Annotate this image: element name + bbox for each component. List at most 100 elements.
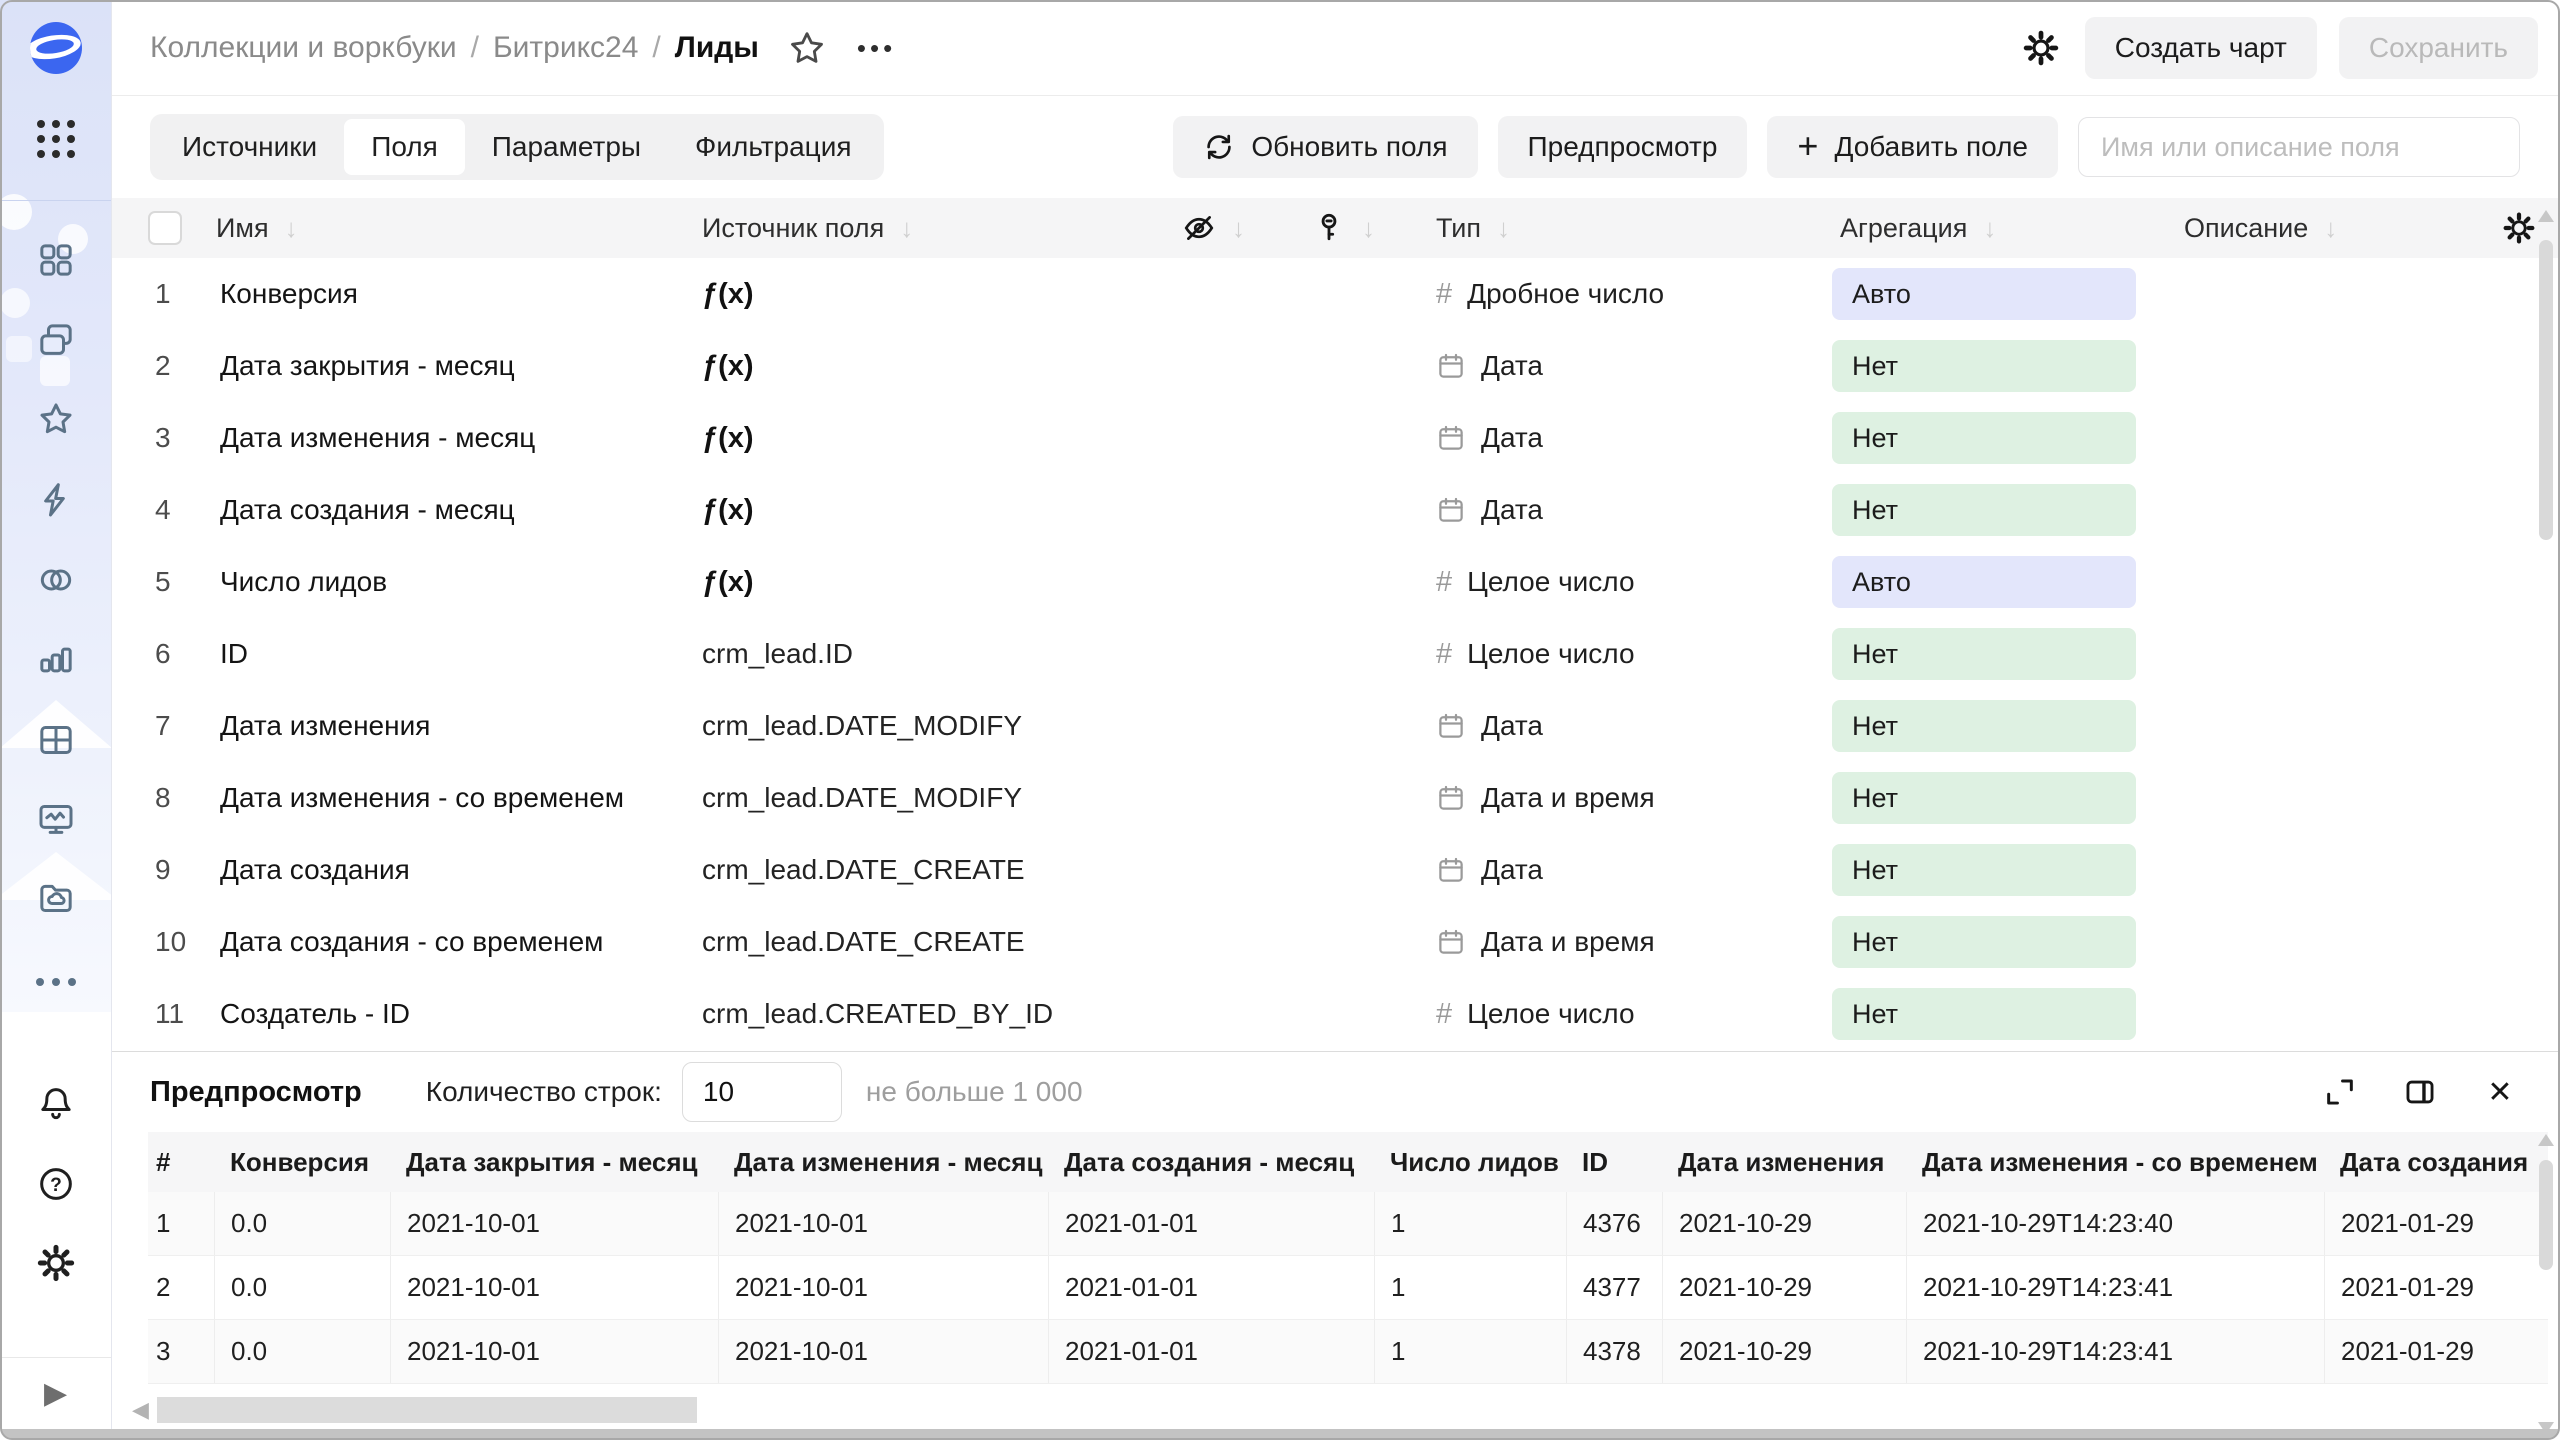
sidebar-item-connections-icon[interactable] [36, 480, 76, 520]
create-chart-button[interactable]: Создать чарт [2084, 16, 2317, 79]
column-header-description[interactable]: Описание [2184, 212, 2309, 243]
field-row[interactable]: 4 Дата создания - месяц ƒ(x) Дата Нет [112, 474, 2560, 546]
aggregation-select[interactable]: Нет [1832, 844, 2136, 896]
scrollbar-thumb[interactable] [2539, 240, 2553, 540]
hidden-eye-off-icon[interactable] [1182, 211, 1216, 245]
tab-Фильтрация[interactable]: Фильтрация [695, 131, 852, 162]
sort-arrow-icon[interactable]: ↓ [2324, 212, 2338, 243]
scrollbar-thumb[interactable] [156, 1397, 697, 1423]
breadcrumb-item[interactable]: Лиды [674, 30, 759, 64]
field-row[interactable]: 2 Дата закрытия - месяц ƒ(x) Дата Нет [112, 330, 2560, 402]
sort-arrow-icon[interactable]: ↓ [1362, 212, 1375, 243]
sort-arrow-icon[interactable]: ↓ [1232, 212, 1245, 243]
field-name[interactable]: Дата изменения - месяц [220, 422, 536, 453]
sort-arrow-icon[interactable]: ↓ [1983, 212, 1997, 243]
scroll-up-icon[interactable] [2538, 210, 2554, 222]
tab-Параметры[interactable]: Параметры [491, 131, 642, 162]
close-preview-icon[interactable]: ✕ [2487, 1075, 2513, 1109]
field-row[interactable]: 3 Дата изменения - месяц ƒ(x) Дата Нет [112, 402, 2560, 474]
split-view-icon[interactable] [2398, 1070, 2442, 1114]
scroll-up-icon[interactable] [2538, 1134, 2554, 1146]
help-icon[interactable]: ? [36, 1164, 76, 1204]
aggregation-select[interactable]: Авто [1832, 268, 2136, 320]
add-field-button[interactable]: + Добавить поле [1767, 116, 2058, 178]
aggregation-select[interactable]: Нет [1832, 772, 2136, 824]
field-name[interactable]: Конверсия [220, 278, 358, 309]
column-header-type[interactable]: Тип [1436, 212, 1482, 243]
field-name[interactable]: Дата создания - месяц [220, 494, 515, 525]
select-all-checkbox[interactable] [148, 211, 182, 245]
field-search-input[interactable] [2078, 117, 2520, 177]
aggregation-select[interactable]: Нет [1832, 340, 2136, 392]
apps-grid-icon[interactable] [37, 120, 75, 158]
preview-table: # Конверсия Дата закрытия - месяц Дата изме… [148, 1132, 2548, 1384]
field-row[interactable]: 7 Дата изменения crm_lead.DATE_MODIFY Да… [112, 690, 2560, 762]
sidebar-item-more-icon[interactable] [36, 962, 76, 1002]
table-settings-gear-icon[interactable] [2502, 211, 2536, 245]
field-name[interactable]: Дата создания - со временем [220, 926, 604, 957]
aggregation-select[interactable]: Авто [1832, 556, 2136, 608]
field-row[interactable]: 10 Дата создания - со временем crm_lead.… [112, 906, 2560, 978]
datalens-logo[interactable] [28, 20, 84, 76]
column-header-aggregation[interactable]: Агрегация [1840, 212, 1968, 243]
tab-Источники[interactable]: Источники [182, 131, 318, 162]
preview-button[interactable]: Предпросмотр [1497, 116, 1748, 178]
field-name[interactable]: Число лидов [220, 566, 388, 597]
expand-preview-icon[interactable] [2318, 1070, 2362, 1114]
dataset-settings-gear-icon[interactable] [2019, 26, 2063, 70]
fields-scrollbar[interactable] [2538, 210, 2554, 1040]
preview-scrollbar[interactable] [2538, 1134, 2554, 1434]
field-row[interactable]: 11 Создатель - ID crm_lead.CREATED_BY_ID… [112, 978, 2560, 1050]
preview-cell: 0.0 [214, 1320, 390, 1383]
sidebar-item-datasets-icon[interactable] [36, 560, 76, 600]
notifications-bell-icon[interactable] [36, 1083, 76, 1123]
field-name[interactable]: Дата создания [220, 854, 410, 885]
field-name[interactable]: Дата изменения [220, 710, 431, 741]
row-count-input[interactable] [681, 1062, 842, 1122]
field-name[interactable]: ID [220, 638, 248, 669]
save-button[interactable]: Сохранить [2338, 16, 2538, 79]
field-name[interactable]: Создатель - ID [220, 998, 410, 1029]
field-row[interactable]: 5 Число лидов ƒ(x) # Целое число Авто [112, 546, 2560, 618]
field-row[interactable]: 1 Конверсия ƒ(x) # Дробное число Авто [112, 258, 2560, 330]
sidebar: ? ▶ [0, 0, 112, 1440]
row-number: 1 [155, 278, 171, 309]
fields-rows: 1 Конверсия ƒ(x) # Дробное число Авто 2 … [112, 258, 2560, 1051]
favorite-star-icon[interactable] [787, 28, 827, 68]
scroll-left-icon[interactable]: ◀ [132, 1397, 149, 1422]
sort-arrow-icon[interactable]: ↓ [900, 212, 914, 243]
field-name[interactable]: Дата изменения - со временем [220, 782, 625, 813]
key-icon[interactable] [1312, 211, 1346, 245]
scrollbar-thumb[interactable] [2539, 1160, 2553, 1270]
field-row[interactable]: 8 Дата изменения - со временем crm_lead.… [112, 762, 2560, 834]
settings-gear-icon[interactable] [36, 1243, 76, 1283]
sidebar-item-storage-icon[interactable] [36, 878, 76, 918]
aggregation-select[interactable]: Нет [1832, 700, 2136, 752]
sidebar-item-collections-icon[interactable] [36, 320, 76, 360]
aggregation-select[interactable]: Нет [1832, 916, 2136, 968]
sort-arrow-icon[interactable]: ↓ [1497, 212, 1511, 243]
breadcrumb-item[interactable]: Битрикс24 [492, 30, 639, 64]
aggregation-select[interactable]: Нет [1832, 412, 2136, 464]
aggregation-select[interactable]: Нет [1832, 628, 2136, 680]
sidebar-item-monitoring-icon[interactable] [36, 799, 76, 839]
sidebar-expand-button[interactable]: ▶ [0, 1357, 111, 1429]
tab-Поля[interactable]: Поля [344, 119, 465, 175]
sort-arrow-icon[interactable]: ↓ [284, 212, 298, 243]
field-name[interactable]: Дата закрытия - месяц [220, 350, 515, 381]
sidebar-item-widgets-icon[interactable] [36, 240, 76, 280]
field-row[interactable]: 6 ID crm_lead.ID # Целое число Нет [112, 618, 2560, 690]
sidebar-item-favorites-icon[interactable] [36, 399, 76, 439]
aggregation-select[interactable]: Нет [1832, 484, 2136, 536]
aggregation-select[interactable]: Нет [1832, 988, 2136, 1040]
preview-horizontal-scrollbar[interactable]: ◀ [132, 1396, 697, 1424]
column-header-source[interactable]: Источник поля [702, 212, 885, 243]
column-header-name[interactable]: Имя [216, 212, 269, 243]
more-menu-icon[interactable]: ••• [856, 32, 897, 63]
refresh-fields-button[interactable]: Обновить поля [1173, 116, 1478, 178]
field-type-label: Дата [1481, 422, 1544, 453]
sidebar-item-tables-icon[interactable] [36, 720, 76, 760]
breadcrumb-item[interactable]: Коллекции и воркбуки [150, 30, 457, 64]
field-row[interactable]: 9 Дата создания crm_lead.DATE_CREATE Дат… [112, 834, 2560, 906]
sidebar-item-charts-icon[interactable] [36, 640, 76, 680]
